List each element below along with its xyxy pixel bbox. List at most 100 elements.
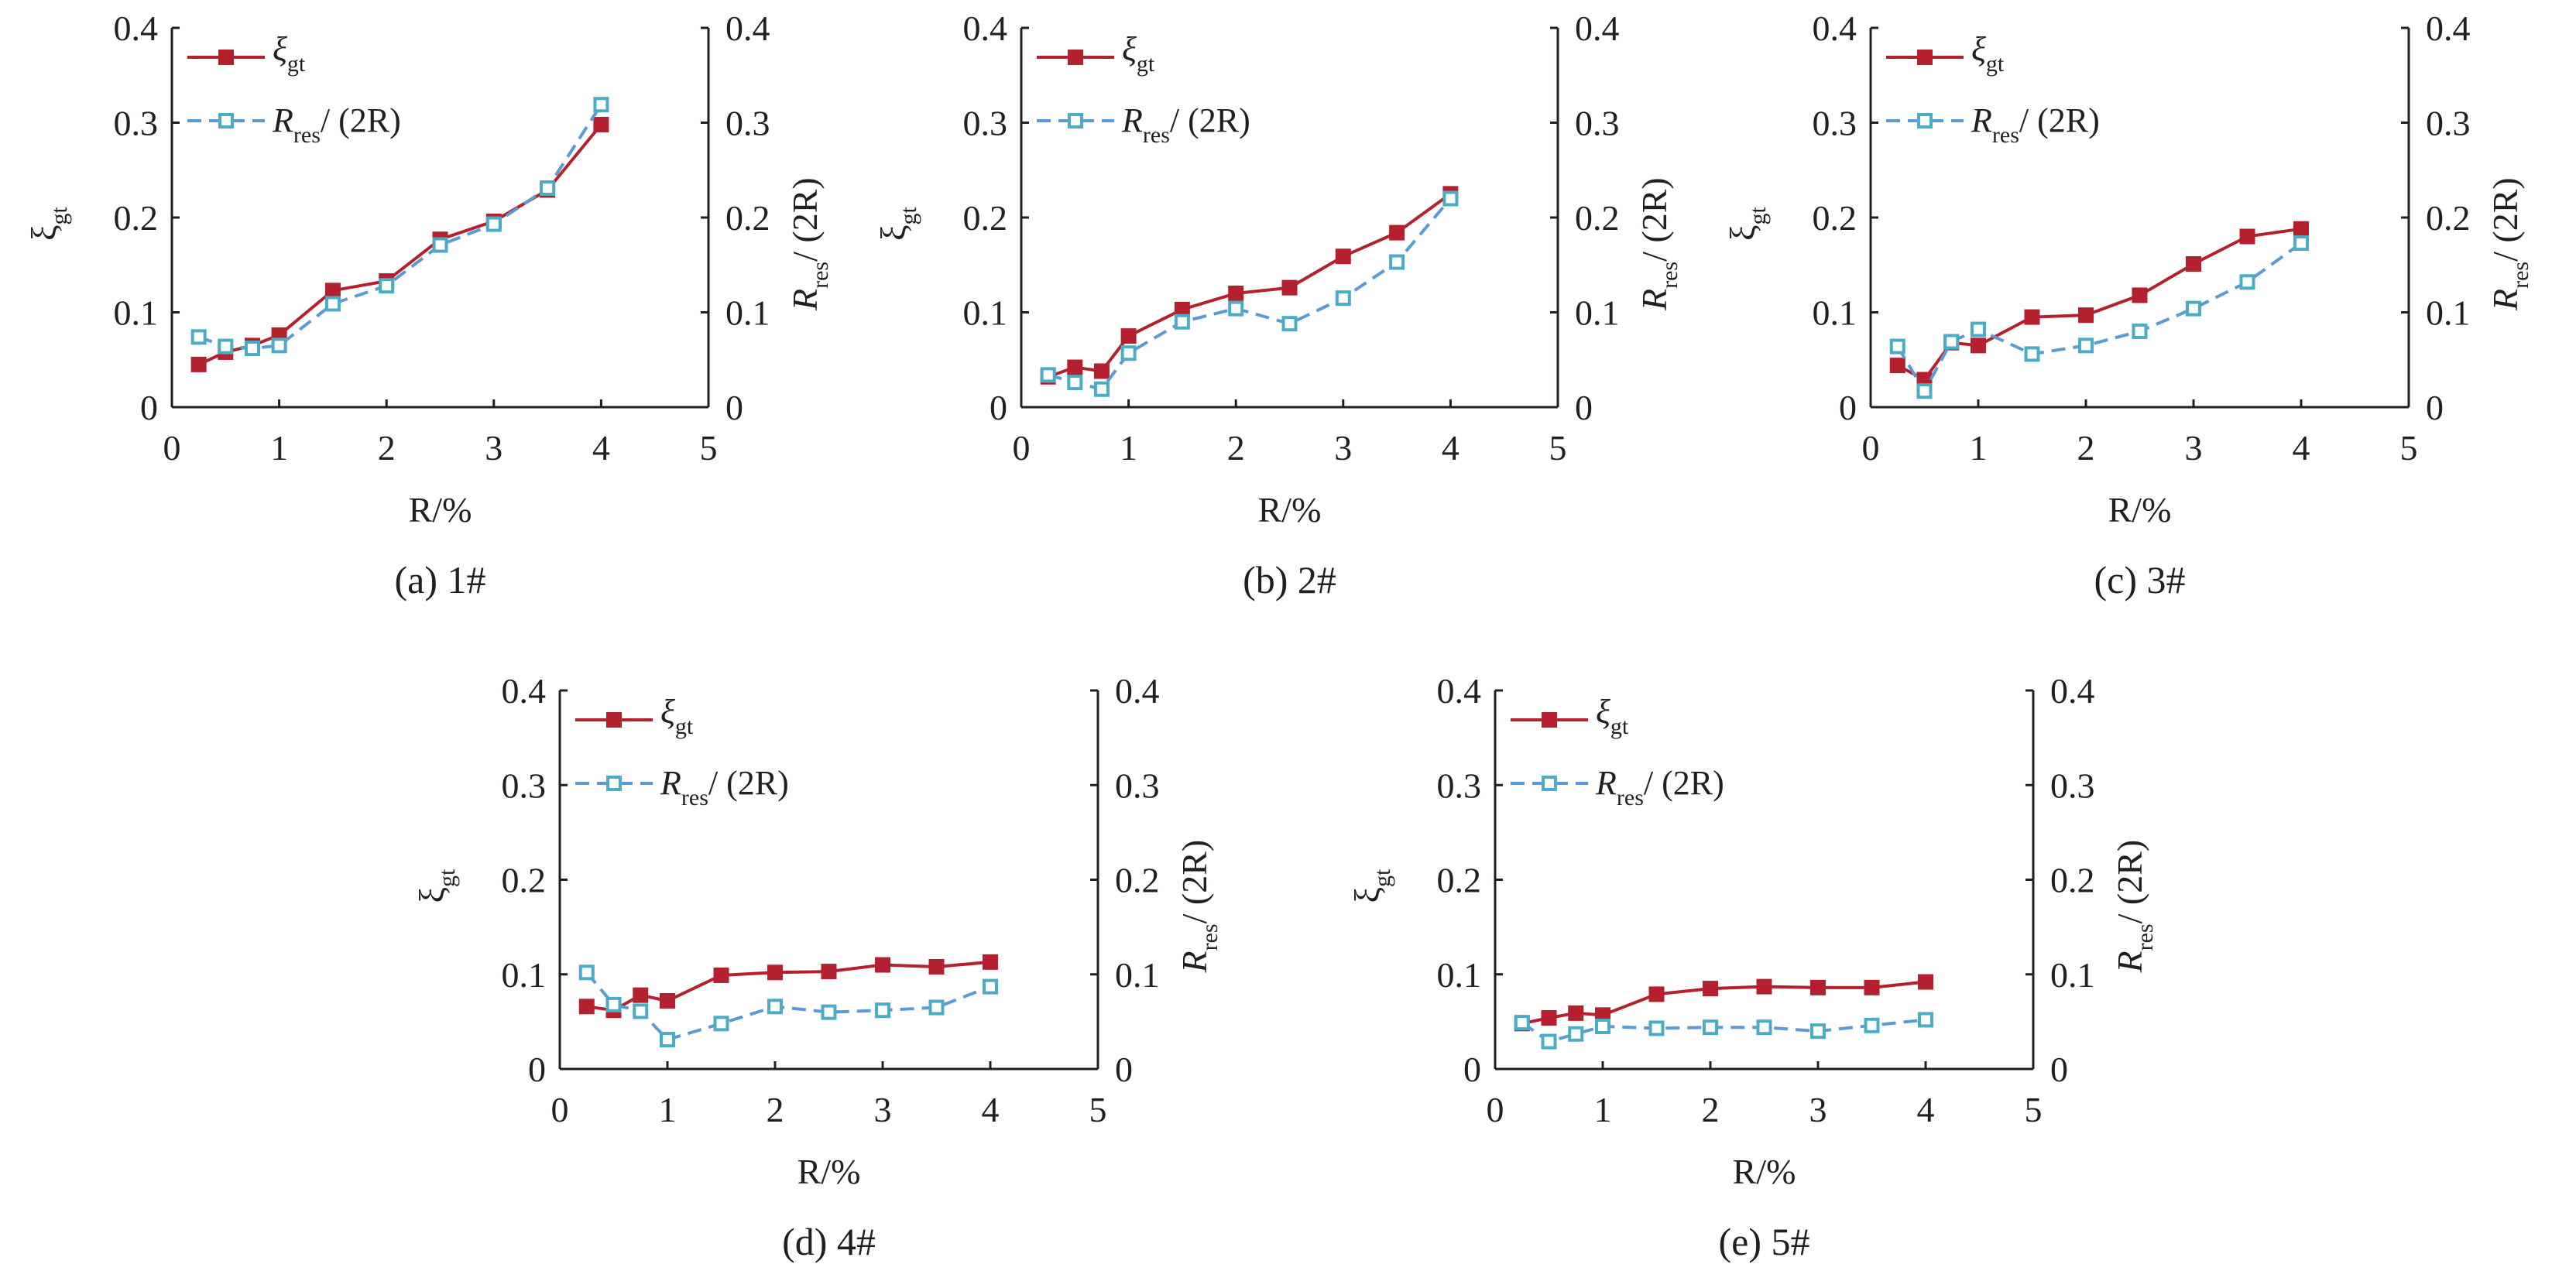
x-tick-label: 2: [1227, 428, 1245, 468]
y-tick-label: 0.4: [963, 9, 1008, 48]
panel-caption: (a) 1#: [395, 558, 486, 601]
x-tick-label: 4: [1442, 428, 1460, 468]
y-tick-label-right: 0.1: [1575, 293, 1620, 333]
legend-label-rres-tail: / (2R): [708, 764, 789, 802]
y-tick-label-right: 0.1: [2426, 293, 2471, 333]
y-tick-label: 0.3: [1437, 766, 1482, 805]
y-axis-label-right: Rres/ (2R): [785, 177, 833, 311]
legend-label-rres: Rres/ (2R): [1121, 101, 1250, 148]
y-tick-label-right: 0: [725, 388, 743, 427]
data-point-xi-gt: [713, 967, 729, 983]
data-point-rres: [1595, 1018, 1610, 1034]
data-point-rres: [1810, 1023, 1826, 1040]
data-point-rres: [767, 999, 783, 1015]
chart-panel-a: 0 00.1 0.10.2 0.20.3 0.30.4 0.40 1 2 3 4 5R/%ξgtRr…: [24, 9, 833, 601]
y-axis-label-right-text-main: R: [1634, 289, 1674, 311]
legend-label-xi-gt: ξgt: [660, 693, 694, 739]
x-tick-label: 1: [1120, 428, 1137, 468]
y-tick-label-right: 0: [2426, 388, 2444, 427]
data-point-rres: [1120, 345, 1137, 361]
y-tick-label: 0: [1839, 388, 1857, 427]
y-axis-label-right-text-sub: res: [808, 262, 833, 289]
y-axis-label-right-text-tail: / (2R): [1175, 840, 1214, 924]
y-axis-label-left-text-sub: gt: [1745, 206, 1771, 224]
data-point-rres: [485, 216, 502, 232]
legend-marker-rres: [1542, 776, 1557, 791]
legend-marker-xi-gt: [1917, 50, 1933, 65]
data-point-rres: [1971, 321, 1986, 337]
legend: ξgt Rres/ (2R): [1886, 30, 2100, 148]
y-axis-label-right-text-sub: res: [2132, 923, 2158, 951]
legend-label-xi-gt-sub: gt: [287, 51, 306, 77]
series-line-rres: [1521, 1018, 1926, 1043]
data-point-rres: [244, 341, 260, 357]
x-tick-label: 0: [163, 428, 181, 468]
series-line-xi-gt: [197, 123, 602, 366]
y-tick-label-right: 0.1: [1115, 955, 1160, 995]
data-point-xi-gt: [2132, 287, 2148, 303]
data-point-rres: [190, 329, 207, 345]
y-tick-label-right: 0: [2050, 1050, 2068, 1089]
data-point-xi-gt: [1120, 328, 1137, 344]
panel-caption: (b) 2#: [1243, 558, 1336, 601]
x-tick-label: 5: [700, 428, 718, 468]
y-axis-label-left: ξgt: [1347, 868, 1395, 903]
y-tick-label-right: 0.3: [1115, 766, 1160, 805]
y-tick-label: 0.3: [963, 104, 1008, 143]
data-point-rres: [379, 278, 395, 294]
data-point-xi-gt: [1756, 978, 1772, 995]
y-tick-label: 0.4: [1813, 9, 1857, 48]
legend-label-xi-gt: ξgt: [1122, 30, 1155, 77]
data-point-rres: [1389, 254, 1405, 270]
data-point-xi-gt: [821, 964, 837, 980]
legend-label-xi-gt-sub: gt: [675, 714, 694, 739]
y-axis-label-right-text-sub: res: [1197, 923, 1223, 951]
y-axis-label-left-text: ξgt: [873, 206, 921, 241]
x-tick-label: 0: [1862, 428, 1880, 468]
legend: ξgt Rres/ (2R): [187, 30, 401, 148]
x-tick-label: 3: [1809, 1090, 1827, 1129]
data-point-rres: [1093, 381, 1110, 397]
data-point-rres: [875, 1002, 890, 1019]
legend-label-xi-gt-sub: gt: [1986, 51, 2005, 77]
y-tick-label: 0.2: [114, 198, 159, 238]
x-tick-label: 2: [378, 428, 396, 468]
panel-caption: (c) 3#: [2094, 558, 2186, 601]
y-axis-label-left: ξgt: [873, 206, 921, 241]
y-tick-label-right: 0.4: [1575, 9, 1620, 48]
series-line-rres: [585, 971, 991, 1042]
data-point-rres: [1281, 316, 1298, 332]
y-axis-label-right-text-sub: res: [1657, 262, 1682, 289]
y-axis-label-left-text-sub: gt: [46, 206, 72, 224]
data-point-rres: [2186, 300, 2201, 317]
legend-label-xi-gt-main: ξ: [660, 693, 675, 731]
x-axis-label: R/%: [797, 1152, 861, 1191]
legend-label-xi-gt-main: ξ: [1122, 30, 1137, 68]
y-axis-label-left-text-main: ξ: [1723, 224, 1762, 241]
legend-label-rres-tail: / (2R): [1170, 101, 1250, 139]
legend-label-rres-main: R: [272, 101, 293, 139]
data-point-xi-gt: [1093, 363, 1110, 379]
y-axis-label-right-text-main: R: [2485, 289, 2525, 311]
legend-label-rres-main: R: [660, 764, 681, 802]
legend-label-xi-gt: ξgt: [1971, 30, 2005, 77]
legend-label-rres-sub: res: [1143, 122, 1170, 148]
data-point-xi-gt: [1541, 1009, 1557, 1026]
y-axis-label-right-text-main: R: [1175, 951, 1214, 973]
data-point-rres: [1541, 1033, 1557, 1050]
data-point-rres: [1514, 1015, 1530, 1031]
y-axis-label-left: ξgt: [24, 206, 72, 241]
legend-label-xi-gt-sub: gt: [1610, 714, 1629, 739]
data-point-xi-gt: [2293, 221, 2309, 237]
y-tick-label-right: 0.4: [1115, 671, 1160, 711]
data-point-xi-gt: [1568, 1005, 1584, 1021]
y-tick-label-right: 0.2: [1115, 861, 1160, 900]
x-tick-label: 1: [659, 1090, 677, 1129]
y-axis-label-right-text-tail: / (2R): [1634, 177, 1674, 262]
x-tick-label: 1: [1594, 1090, 1612, 1129]
y-tick-label-right: 0.3: [2426, 104, 2471, 143]
x-axis-label: R/%: [409, 490, 472, 529]
x-tick-label: 5: [2400, 428, 2418, 468]
data-point-rres: [1703, 1019, 1718, 1036]
